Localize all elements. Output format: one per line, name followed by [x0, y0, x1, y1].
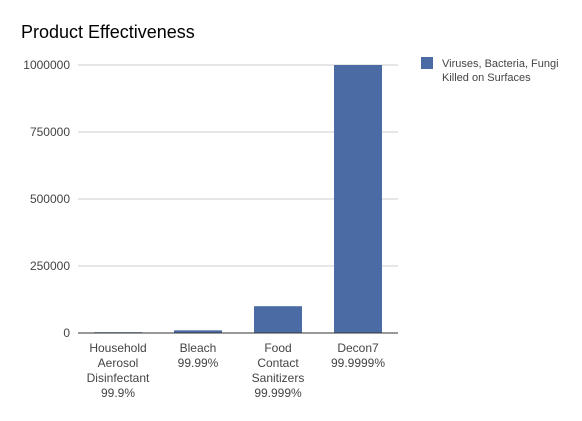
y-tick-label: 750000: [30, 125, 70, 139]
y-tick-label: 1000000: [23, 58, 70, 72]
x-category-line: Aerosol: [98, 356, 139, 370]
x-category-line: Sanitizers: [252, 371, 305, 385]
y-tick-label: 500000: [30, 192, 70, 206]
legend-label: Viruses, Bacteria, Fungi Killed on Surfac…: [442, 58, 559, 84]
x-category-label: Decon7 99.9999%: [331, 341, 385, 370]
x-category-line: Disinfectant: [87, 371, 150, 385]
x-category-label: Food Contact Sanitizers 99.999%: [252, 341, 305, 400]
x-category-line: 99.9999%: [331, 356, 385, 370]
x-category-label: Bleach 99.99%: [178, 341, 219, 370]
y-tick-label: 250000: [30, 259, 70, 273]
x-category-line: 99.999%: [254, 386, 302, 400]
chart-title: Product Effectiveness: [21, 22, 195, 42]
legend: Viruses, Bacteria, Fungi Killed on Surfac…: [421, 57, 559, 84]
y-tick-label: 0: [63, 326, 70, 340]
bar: [174, 330, 222, 333]
legend-swatch: [421, 57, 433, 69]
bar: [334, 65, 382, 333]
x-category-label: Household Aerosol Disinfectant 99.9%: [87, 341, 150, 400]
bars: [94, 65, 382, 333]
legend-label-line: Viruses, Bacteria, Fungi: [442, 58, 559, 70]
bar: [254, 306, 302, 333]
y-axis-ticks: 0 250000 500000 750000 1000000: [23, 58, 70, 340]
x-category-line: Food: [264, 341, 291, 355]
x-category-line: Decon7: [337, 341, 379, 355]
x-category-line: Household: [89, 341, 146, 355]
x-category-line: Bleach: [180, 341, 217, 355]
x-category-line: 99.9%: [101, 386, 135, 400]
legend-label-line: Killed on Surfaces: [442, 72, 531, 84]
x-axis-categories: Household Aerosol Disinfectant 99.9%Bleach 9…: [87, 341, 386, 400]
x-category-line: Contact: [257, 356, 299, 370]
x-category-line: 99.99%: [178, 356, 219, 370]
